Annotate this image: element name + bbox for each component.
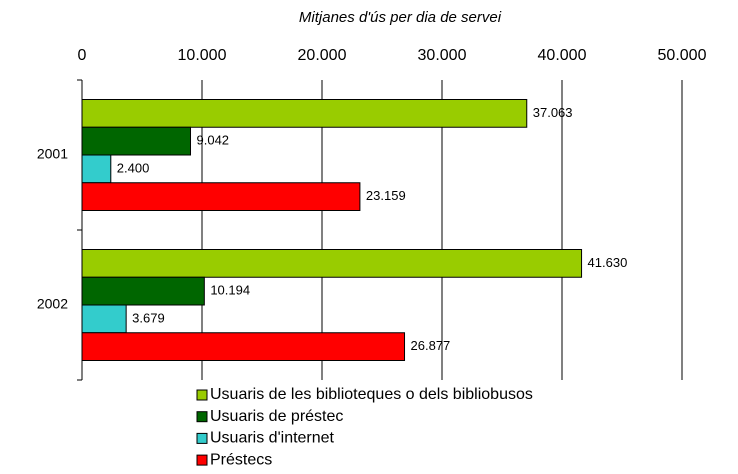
- data-label: 37.063: [533, 105, 573, 120]
- legend-label: Usuaris de préstec: [210, 408, 343, 425]
- legend-swatch: [196, 432, 208, 444]
- bar: [81, 126, 192, 156]
- y-tick-label: 2002: [37, 296, 68, 312]
- bar: [81, 154, 112, 184]
- bar: [81, 304, 127, 334]
- legend-swatch: [196, 454, 208, 466]
- data-label: 2.400: [117, 160, 150, 175]
- bar: [81, 182, 361, 211]
- x-tick-label: 40.000: [538, 47, 587, 64]
- x-tick-label: 20.000: [298, 47, 347, 64]
- legend-label: Préstecs: [210, 451, 272, 468]
- data-label: 9.042: [197, 133, 230, 148]
- legend-label: Usuaris d'internet: [210, 430, 335, 447]
- legend-swatch: [196, 389, 208, 401]
- legend-label: Usuaris de les biblioteques o dels bibli…: [210, 386, 533, 403]
- bar: [81, 276, 205, 306]
- data-label: 10.194: [210, 283, 250, 298]
- legend-swatch: [196, 411, 208, 423]
- x-tick-label: 0: [78, 47, 87, 64]
- bar: [81, 99, 528, 128]
- bar: [81, 249, 583, 278]
- x-tick-label: 30.000: [418, 47, 467, 64]
- data-label: 23.159: [366, 188, 406, 203]
- x-tick-label: 50.000: [658, 47, 707, 64]
- data-label: 41.630: [588, 255, 628, 270]
- data-label: 26.877: [411, 338, 451, 353]
- data-label: 3.679: [132, 310, 165, 325]
- x-tick-label: 10.000: [178, 47, 227, 64]
- chart-title: Mitjanes d'ús per dia de servei: [299, 9, 502, 26]
- y-tick-label: 2001: [37, 146, 68, 162]
- bar: [81, 332, 406, 361]
